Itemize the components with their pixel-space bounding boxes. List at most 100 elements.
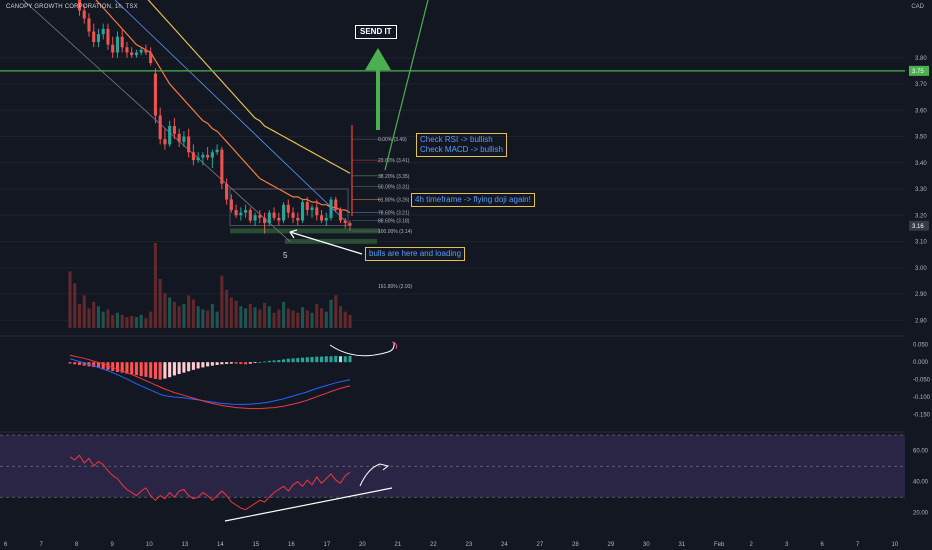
time-tick-label: 7 (856, 542, 860, 548)
macd-histogram-bar (130, 362, 134, 375)
time-tick-label: 28 (572, 542, 579, 548)
candle-body (191, 152, 195, 161)
candle-body (106, 28, 110, 45)
send-it-label: SEND IT (355, 25, 397, 39)
macd-histogram-bar (286, 358, 290, 363)
macd-curve-tip (391, 341, 397, 350)
rsi-trendline (224, 487, 393, 522)
symbol-header: CANOPY GROWTH CORPORATION, 1h, TSX (6, 4, 138, 10)
macd-histogram-bar (338, 356, 343, 363)
macd-note-line: Check MACD -> bullish (420, 145, 503, 154)
volume-bar (149, 311, 153, 328)
macd-histogram-bar (343, 356, 347, 363)
volume-bar (172, 301, 176, 328)
candle-body (296, 217, 300, 221)
rsi-macd-note: Check RSI -> bullish Check MACD -> bulli… (416, 133, 507, 157)
macd-histogram-bar (101, 362, 105, 369)
macd-histogram-bar (134, 362, 138, 376)
volume-bar (239, 306, 243, 328)
last-price-badge: 3.16 (912, 224, 924, 230)
candle-body (220, 149, 224, 184)
macd-histogram-bar (244, 362, 248, 365)
support-zone-2 (285, 238, 377, 244)
candle-body (139, 49, 143, 53)
macd-histogram-bar (334, 355, 338, 363)
candle-body (115, 36, 119, 53)
channel-line-lower (22, 0, 291, 242)
candle-body (244, 210, 248, 213)
time-axis: 6 7 8 9 10 13 14 15 16 17 20 21 22 23 24 27 28 29 30 31 Feb 2… (0, 536, 932, 550)
fib-level-label: 100.00% (3.14) (378, 229, 413, 235)
rsi-tick-label: 20.00 (913, 511, 929, 517)
candle-body (343, 220, 347, 224)
fib-level-label: 23.60% (3.41) (378, 158, 410, 164)
candle-body (334, 199, 338, 210)
price-axis: 3.80 3.70 3.60 3.50 3.40 3.30 3.20 3.10 3.00 2.90… (905, 0, 932, 550)
macd-histogram-bar (263, 361, 267, 363)
volume-bar (348, 314, 352, 328)
price-tick-label: 3.20 (915, 213, 927, 219)
macd-histogram-bar (234, 362, 238, 364)
volume-bar (215, 311, 219, 328)
macd-histogram-bar (210, 362, 214, 366)
macd-histogram-bar (139, 362, 143, 377)
macd-histogram-bar (158, 362, 162, 380)
volume-bar (111, 314, 115, 328)
macd-histogram-bar (319, 356, 324, 363)
candle-body (258, 215, 262, 218)
time-tick-label: 29 (608, 542, 615, 548)
macd-histogram-bar (215, 362, 219, 365)
macd-histogram-bar (172, 362, 176, 376)
volume-bar (101, 311, 105, 328)
volume-bar (305, 310, 309, 328)
macd-histogram-bar (191, 362, 195, 370)
price-tick-label: 3.70 (915, 82, 927, 88)
volume-bar (220, 275, 224, 328)
macd-tick-label: -0.150 (913, 413, 931, 419)
candle-body (177, 133, 181, 142)
rsi-line (69, 454, 351, 511)
candle-body (239, 212, 243, 216)
macd-histogram-bar (187, 362, 191, 372)
time-tick-label: 23 (466, 542, 473, 548)
macd-histogram-bar (96, 362, 101, 368)
volume-bar (253, 307, 257, 328)
macd-histogram-bar (73, 362, 77, 365)
resistance-badge: 3.75 (912, 69, 924, 75)
volume-bar (206, 310, 210, 328)
time-tick-label: 22 (430, 542, 437, 548)
volume-bar (225, 289, 229, 328)
candle-body (329, 199, 333, 218)
fib-level-label: 78.60% (3.21) (378, 211, 410, 217)
macd-histogram-bar (68, 362, 72, 364)
volume-bar (120, 314, 124, 328)
candle-body (77, 0, 82, 11)
candle-body (291, 212, 295, 218)
macd-histogram-bar (267, 360, 271, 363)
bulls-note: bulls are here and loading (365, 247, 466, 261)
volume-bar (87, 308, 91, 328)
macd-tick-label: 0.050 (913, 343, 929, 349)
time-tick-label: 2 (750, 542, 754, 548)
macd-histogram-bar (310, 356, 314, 363)
rsi-note-line: Check RSI -> bullish (420, 135, 493, 144)
candle-body (305, 202, 309, 210)
volume-bar (82, 295, 86, 328)
volume-bar (338, 306, 343, 328)
time-tick-label: 6 (4, 542, 8, 548)
volume-bar (187, 295, 191, 328)
macd-histogram-bar (301, 357, 305, 363)
candle-body (338, 210, 343, 221)
volume-bar (296, 312, 300, 328)
rsi-tick-label: 40.00 (913, 480, 929, 486)
volume-bar (234, 300, 238, 328)
time-tick-label: 8 (75, 542, 79, 548)
volume-bar (182, 304, 186, 328)
fib-level-label: 38.20% (3.35) (378, 174, 410, 180)
macd-histogram-bar (348, 355, 352, 363)
candle-body (144, 49, 148, 53)
volume-bar (301, 307, 305, 328)
macd-histogram-bar (296, 357, 300, 363)
volume-bar (258, 309, 262, 328)
candle-body (120, 36, 124, 48)
